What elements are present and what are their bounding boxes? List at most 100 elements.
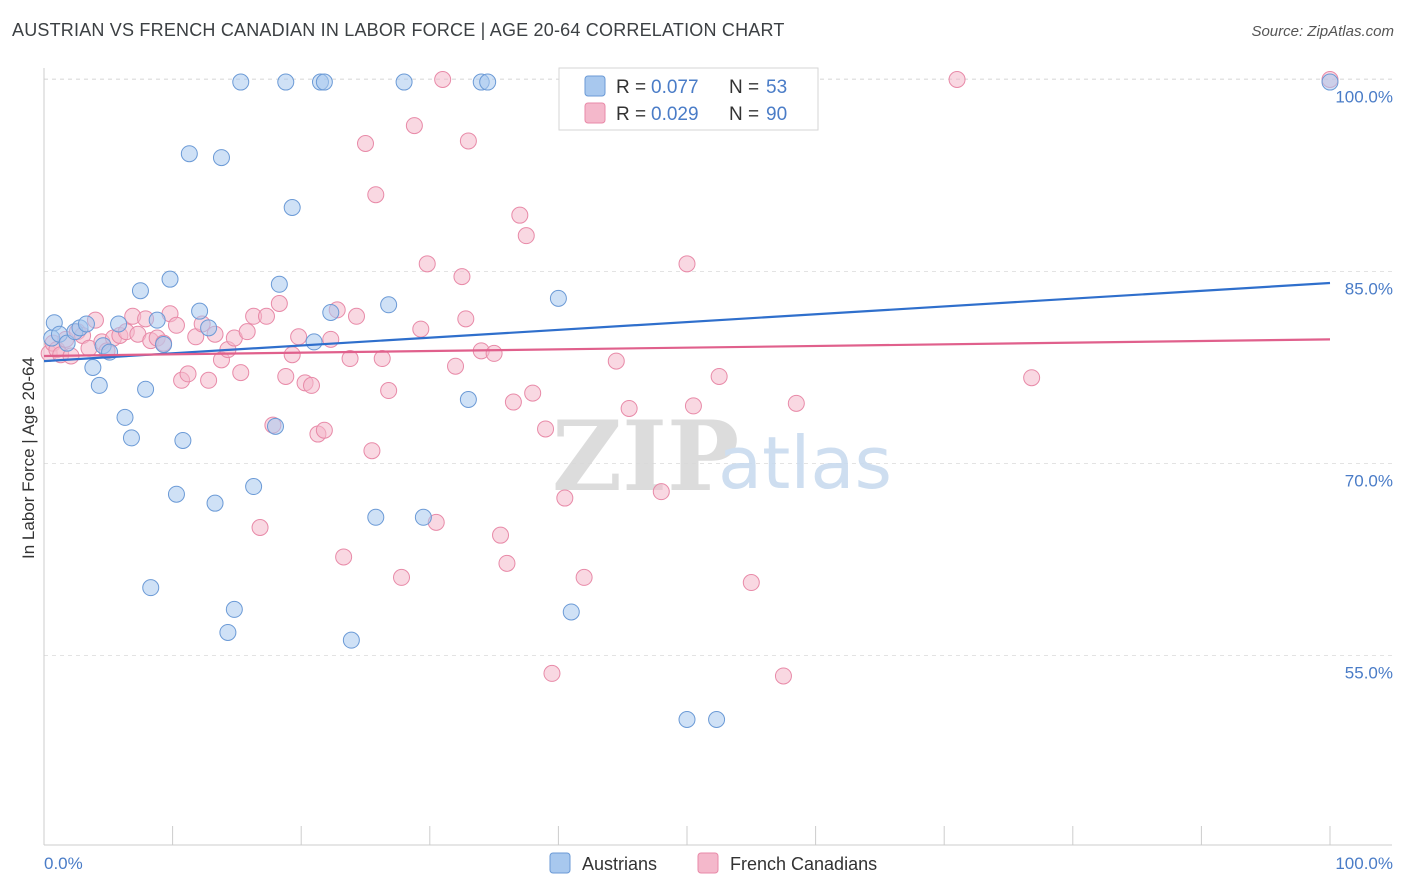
y-axis-label: In Labor Force | Age 20-64 <box>19 357 38 559</box>
austrians-point-33 <box>277 73 295 91</box>
french-canadians-point-68 <box>492 526 510 544</box>
bottom-legend-swatch-french-canadians <box>697 852 719 874</box>
chart-title: AUSTRIAN VS FRENCH CANADIAN IN LABOR FOR… <box>12 20 785 40</box>
french-canadians-trend-line <box>43 338 1331 358</box>
austrians-point-38 <box>322 303 340 321</box>
y-tick-label-55: 55.0% <box>1345 664 1393 683</box>
austrians-point-23 <box>191 302 209 320</box>
french-canadians-point-86 <box>774 667 792 685</box>
french-canadians-point-41 <box>290 328 308 346</box>
french-canadians-point-24 <box>179 365 197 383</box>
french-canadians-point-78 <box>607 352 625 370</box>
french-canadians-point-58 <box>412 320 430 338</box>
french-canadians-point-32 <box>232 364 250 382</box>
austrians-point-21 <box>174 431 192 449</box>
austrians-point-39 <box>342 631 360 649</box>
legend-r-label-austrians: R = <box>616 77 646 98</box>
french-canadians-point-63 <box>453 268 471 286</box>
french-canadians-point-51 <box>357 135 374 152</box>
austrians-point-25 <box>206 494 224 512</box>
legend-swatch-french-canadians <box>584 102 606 124</box>
french-canadians-point-72 <box>517 227 535 245</box>
legend-n-label-french-canadians: N = <box>729 104 759 125</box>
french-canadians-point-48 <box>335 548 353 566</box>
series-legend: Austrians French Canadians <box>549 852 877 874</box>
austrians-point-8 <box>90 376 108 394</box>
y-tick-label-85: 85.0% <box>1345 280 1393 299</box>
trend-lines <box>43 281 1331 363</box>
french-canadians-point-73 <box>524 384 542 402</box>
austrians-point-20 <box>167 485 185 503</box>
french-canadians-point-36 <box>257 307 275 325</box>
french-canadians-point-57 <box>405 117 423 135</box>
austrians-point-37 <box>315 73 333 91</box>
french-canadians-point-74 <box>537 420 555 438</box>
austrians-point-15 <box>137 380 155 398</box>
legend-n-value-french-canadians: 90 <box>766 104 787 125</box>
austrians-point-28 <box>225 600 243 618</box>
legend-n-value-austrians: 53 <box>766 77 787 98</box>
austrians-point-26 <box>212 149 230 167</box>
austrians-point-47 <box>549 289 567 307</box>
y-tick-label-70: 70.0% <box>1345 472 1393 491</box>
french-canadians-point-50 <box>347 307 365 325</box>
watermark-zip: ZIP <box>552 400 739 513</box>
french-canadians-point-39 <box>277 367 295 385</box>
french-canadians-point-27 <box>200 371 218 389</box>
french-canadians-point-87 <box>787 394 805 412</box>
legend-n-label-austrians: N = <box>729 77 759 98</box>
french-canadians-point-22 <box>167 316 185 334</box>
french-canadians-points <box>40 71 1339 685</box>
austrians-point-22 <box>180 145 198 163</box>
french-canadians-point-77 <box>575 568 593 586</box>
french-canadians-point-88 <box>948 71 966 88</box>
french-canadians-point-69 <box>498 554 516 572</box>
austrians-point-13 <box>122 429 140 447</box>
austrians-point-16 <box>142 579 160 597</box>
french-canadians-point-75 <box>543 664 561 682</box>
bottom-legend-label-french-canadians: French Canadians <box>730 854 877 874</box>
french-canadians-point-67 <box>485 344 503 362</box>
bottom-legend-swatch-austrians <box>549 852 571 874</box>
french-canadians-point-79 <box>620 399 638 417</box>
french-canadians-point-70 <box>504 393 522 411</box>
austrians-point-32 <box>270 275 288 293</box>
austrians-point-43 <box>414 508 432 526</box>
y-axis-tick-labels: 55.0% 70.0% 85.0% 100.0% <box>1335 88 1393 683</box>
legend-r-value-austrians: 0.077 <box>651 77 699 98</box>
watermark: ZIP atlas <box>552 400 892 513</box>
austrians-trend-line <box>43 281 1331 363</box>
legend-r-value-french-canadians: 0.029 <box>651 104 699 125</box>
french-canadians-point-35 <box>251 519 269 536</box>
x-tick-label-min: 0.0% <box>44 854 83 873</box>
french-canadians-point-54 <box>373 350 391 368</box>
austrians-point-41 <box>380 296 398 314</box>
austrians-point-44 <box>459 391 477 408</box>
austrians-point-35 <box>305 333 323 351</box>
french-canadians-point-40 <box>283 346 301 364</box>
french-canadians-point-84 <box>710 367 728 385</box>
french-canadians-point-33 <box>238 323 256 341</box>
french-canadians-point-85 <box>742 574 760 592</box>
french-canadians-point-61 <box>434 71 452 88</box>
austrians-point-18 <box>155 335 173 353</box>
austrians-point-27 <box>219 623 237 641</box>
austrians-point-14 <box>131 282 149 300</box>
austrians-point-48 <box>562 603 580 621</box>
austrians-point-6 <box>77 315 95 333</box>
french-canadians-point-64 <box>457 310 475 328</box>
watermark-atlas: atlas <box>718 421 892 505</box>
austrians-point-40 <box>367 508 385 526</box>
austrians-point-17 <box>148 311 166 329</box>
bottom-legend-label-austrians: Austrians <box>582 854 657 874</box>
correlation-legend: R = 0.077 N = 53 R = 0.029 N = 90 <box>558 67 819 131</box>
french-canadians-point-83 <box>684 397 702 415</box>
austrians-point-51 <box>1321 73 1339 91</box>
austrians-point-46 <box>479 73 497 91</box>
french-canadians-point-52 <box>363 442 381 460</box>
austrians-point-11 <box>110 315 128 333</box>
french-canadians-point-56 <box>393 568 411 586</box>
x-tick-label-max: 100.0% <box>1335 854 1393 873</box>
austrians-point-24 <box>200 319 218 337</box>
